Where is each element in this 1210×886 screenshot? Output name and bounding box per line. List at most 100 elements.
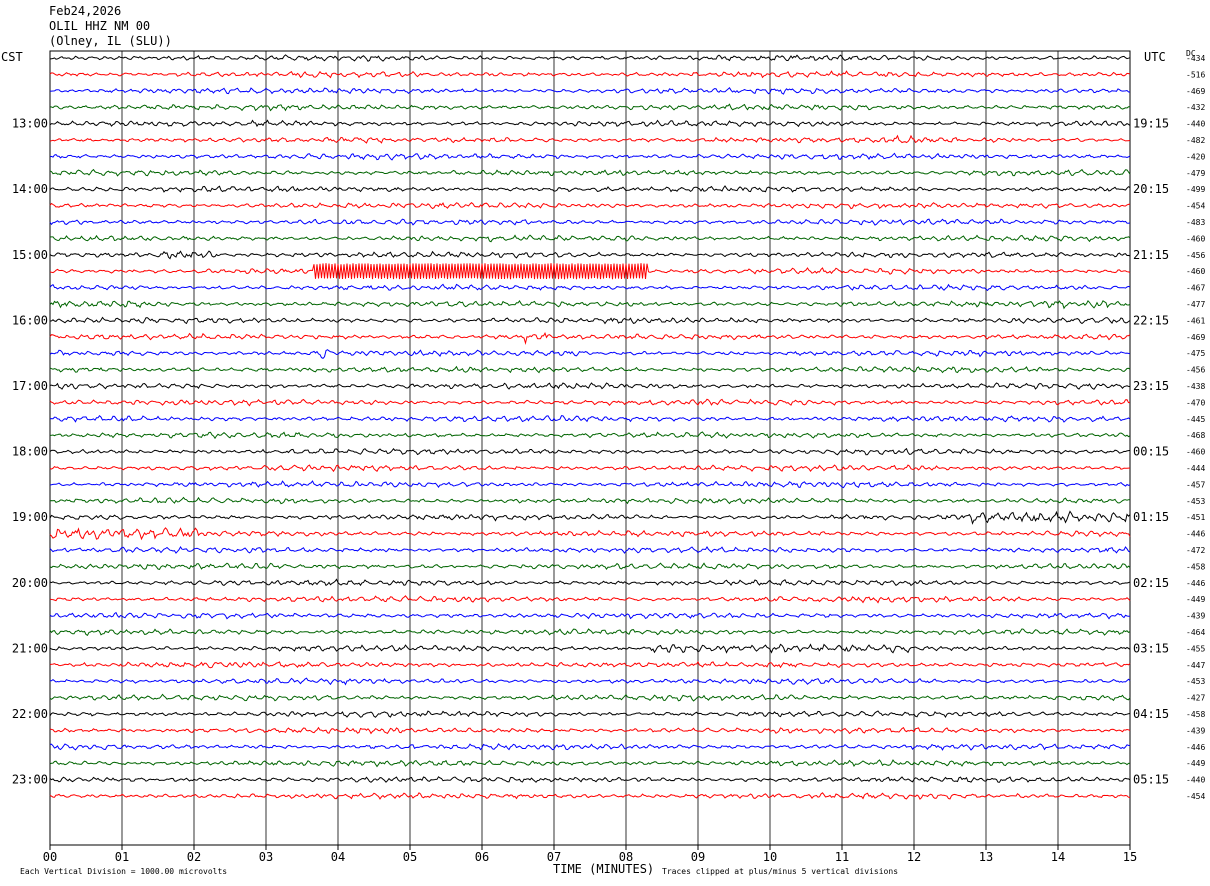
dc-offset-label: -439 bbox=[1186, 726, 1205, 735]
clip-note: Traces clipped at plus/minus 5 vertical … bbox=[662, 867, 899, 876]
right-hour-label: 02:15 bbox=[1133, 576, 1169, 590]
left-hour-label: 16:00 bbox=[12, 313, 48, 327]
x-tick-label: 00 bbox=[43, 850, 57, 864]
seismic-trace bbox=[49, 661, 1131, 669]
dc-offset-label: -446 bbox=[1186, 743, 1205, 752]
dc-offset-label: -447 bbox=[1186, 661, 1205, 670]
right-hour-label: 23:15 bbox=[1133, 379, 1169, 393]
seismic-trace bbox=[49, 527, 1131, 541]
dc-label: DC bbox=[1186, 49, 1196, 58]
dc-offset-label: -453 bbox=[1186, 497, 1205, 506]
seismic-trace bbox=[49, 759, 1131, 768]
dc-offset-label: -432 bbox=[1186, 103, 1205, 112]
left-hour-label: 22:00 bbox=[12, 707, 48, 721]
seismic-trace bbox=[49, 677, 1131, 686]
left-hour-label: 14:00 bbox=[12, 182, 48, 196]
left-hour-label: 13:00 bbox=[12, 117, 48, 131]
x-axis-label: TIME (MINUTES) bbox=[553, 862, 655, 876]
x-tick-label: 05 bbox=[403, 850, 417, 864]
seismic-trace bbox=[49, 331, 1131, 346]
dc-offset-label: -479 bbox=[1186, 169, 1205, 178]
dc-offset-label: -446 bbox=[1186, 530, 1205, 539]
dc-offset-label: -458 bbox=[1186, 562, 1205, 571]
right-hour-label: 21:15 bbox=[1133, 248, 1169, 262]
seismic-trace bbox=[49, 611, 1131, 620]
dc-offset-label: -460 bbox=[1186, 448, 1205, 457]
seismic-trace bbox=[49, 693, 1131, 702]
seismic-trace bbox=[49, 218, 1131, 226]
dc-offset-label: -440 bbox=[1186, 776, 1205, 785]
dc-offset-label: -472 bbox=[1186, 546, 1205, 555]
seismic-trace bbox=[49, 168, 1131, 177]
dc-offset-label: -439 bbox=[1186, 612, 1205, 621]
seismic-trace bbox=[49, 628, 1131, 636]
seismic-trace bbox=[49, 464, 1131, 473]
x-tick-label: 14 bbox=[1051, 850, 1065, 864]
dc-offset-label: -482 bbox=[1186, 136, 1205, 145]
right-timezone-label: UTC bbox=[1144, 50, 1166, 64]
dc-offset-label: -445 bbox=[1186, 415, 1205, 424]
seismic-trace bbox=[49, 743, 1131, 751]
dc-offset-label: -470 bbox=[1186, 398, 1205, 407]
x-tick-label: 07 bbox=[547, 850, 561, 864]
dc-offset-label: -455 bbox=[1186, 644, 1205, 653]
dc-offset-label: -446 bbox=[1186, 579, 1205, 588]
seismic-trace bbox=[49, 726, 1131, 735]
right-hour-label: 19:15 bbox=[1133, 117, 1169, 131]
right-hour-label: 01:15 bbox=[1133, 510, 1169, 524]
dc-offset-label: -434 bbox=[1186, 54, 1205, 63]
x-tick-label: 15 bbox=[1123, 850, 1137, 864]
seismic-trace bbox=[49, 792, 1131, 800]
dc-offset-label: -477 bbox=[1186, 300, 1205, 309]
seismic-trace bbox=[49, 595, 1131, 604]
seismic-trace bbox=[49, 70, 1131, 79]
dc-offset-label: -460 bbox=[1186, 267, 1205, 276]
seismic-trace bbox=[49, 643, 1131, 654]
dc-offset-label: -458 bbox=[1186, 710, 1205, 719]
dc-offset-label: -451 bbox=[1186, 513, 1205, 522]
dc-offset-label: -464 bbox=[1186, 628, 1205, 637]
dc-offset-label: -469 bbox=[1186, 333, 1205, 342]
x-tick-label: 01 bbox=[115, 850, 129, 864]
seismic-trace bbox=[49, 365, 1131, 374]
dc-offset-label: -468 bbox=[1186, 431, 1205, 440]
date-label: Feb24,2026 bbox=[49, 4, 122, 18]
seismic-trace bbox=[49, 283, 1131, 292]
seismic-trace bbox=[49, 316, 1131, 325]
seismic-trace bbox=[49, 431, 1131, 440]
right-hour-label: 04:15 bbox=[1133, 707, 1169, 721]
seismic-trace bbox=[49, 263, 1131, 280]
x-tick-label: 12 bbox=[907, 850, 921, 864]
dc-offset-label: -454 bbox=[1186, 792, 1205, 801]
seismic-trace bbox=[49, 496, 1131, 505]
right-hour-label: 00:15 bbox=[1133, 445, 1169, 459]
seismic-trace bbox=[49, 54, 1131, 62]
seismic-trace bbox=[49, 546, 1131, 554]
dc-offset-label: -499 bbox=[1186, 185, 1205, 194]
right-hour-label: 05:15 bbox=[1133, 773, 1169, 787]
x-tick-label: 09 bbox=[691, 850, 705, 864]
x-tick-label: 04 bbox=[331, 850, 345, 864]
dc-offset-label: -467 bbox=[1186, 284, 1205, 293]
seismic-trace bbox=[49, 710, 1131, 718]
seismic-trace bbox=[49, 510, 1131, 525]
dc-offset-label: -453 bbox=[1186, 677, 1205, 686]
seismic-trace bbox=[49, 87, 1131, 95]
seismic-trace bbox=[49, 382, 1131, 390]
seismic-trace bbox=[49, 349, 1131, 360]
left-hour-label: 19:00 bbox=[12, 510, 48, 524]
seismic-trace bbox=[49, 134, 1131, 144]
seismic-trace bbox=[49, 152, 1131, 161]
left-hour-label: 15:00 bbox=[12, 248, 48, 262]
dc-offset-label: -461 bbox=[1186, 316, 1205, 325]
x-tick-label: 08 bbox=[619, 850, 633, 864]
location-label: (Olney, IL (SLU)) bbox=[49, 34, 172, 48]
x-tick-label: 02 bbox=[187, 850, 201, 864]
station-label: OLIL HHZ NM 00 bbox=[49, 19, 151, 33]
seismic-trace bbox=[49, 398, 1131, 407]
seismic-trace bbox=[49, 447, 1131, 456]
left-timezone-label: CST bbox=[1, 50, 23, 64]
dc-offset-label: -456 bbox=[1186, 251, 1205, 260]
dc-offset-label: -457 bbox=[1186, 480, 1205, 489]
